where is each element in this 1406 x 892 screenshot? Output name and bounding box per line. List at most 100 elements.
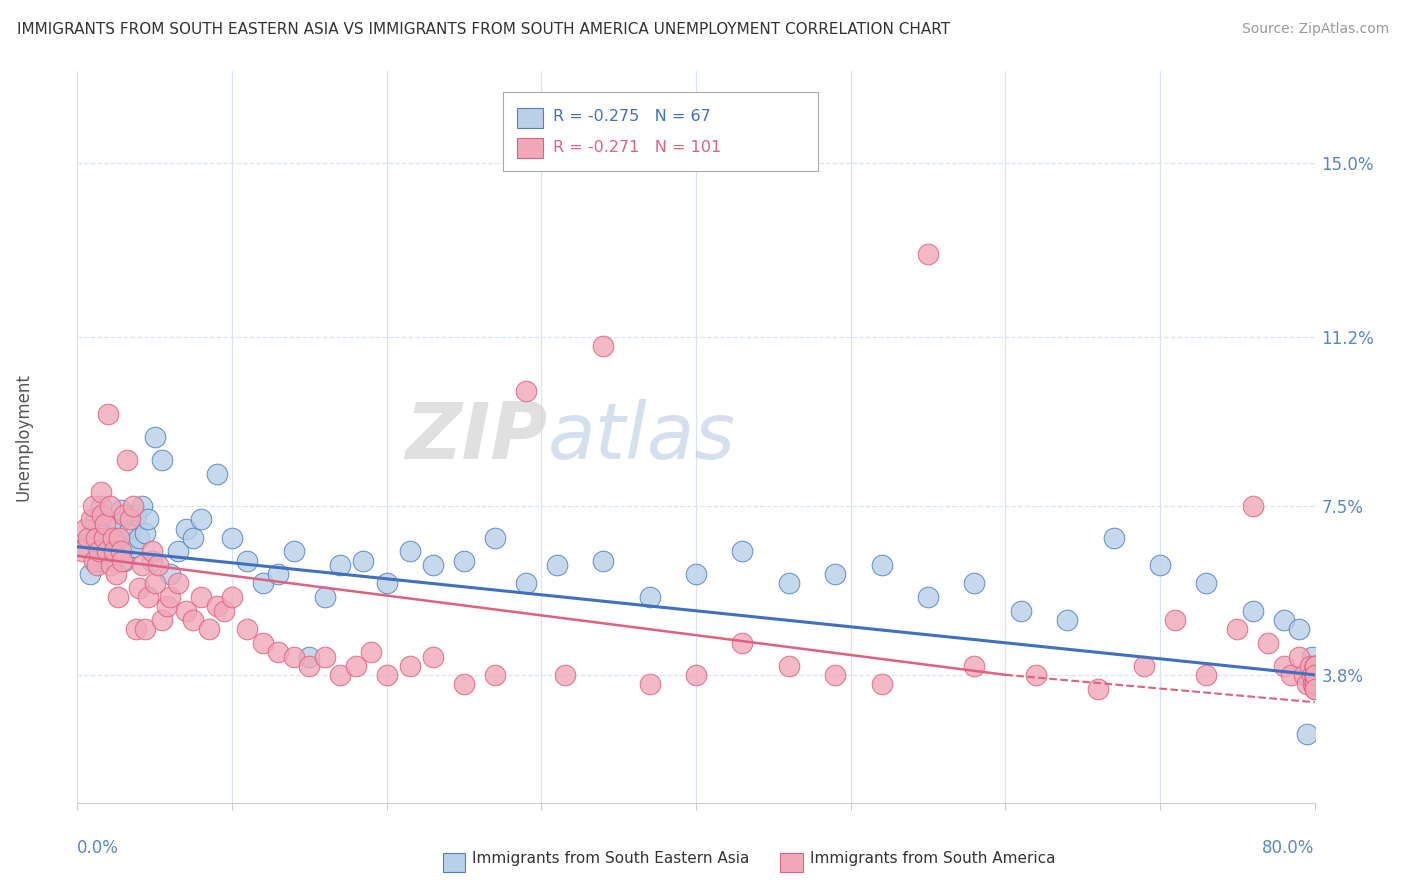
Point bbox=[94, 521, 117, 535]
Point bbox=[131, 499, 153, 513]
Point bbox=[167, 544, 190, 558]
Point bbox=[1149, 558, 1171, 573]
Point bbox=[453, 553, 475, 567]
Point bbox=[399, 544, 422, 558]
Point bbox=[134, 622, 156, 636]
Point bbox=[105, 526, 128, 541]
Point bbox=[87, 544, 110, 558]
Point bbox=[1303, 681, 1326, 696]
Point bbox=[778, 576, 800, 591]
Point bbox=[638, 677, 661, 691]
Point bbox=[94, 516, 117, 531]
Point bbox=[917, 247, 939, 261]
Point bbox=[484, 531, 506, 545]
Point bbox=[221, 531, 243, 545]
Point bbox=[731, 544, 754, 558]
Point bbox=[554, 667, 576, 681]
Point bbox=[167, 576, 190, 591]
Point bbox=[1303, 667, 1326, 681]
Point bbox=[138, 512, 160, 526]
Point bbox=[70, 544, 93, 558]
Point bbox=[1299, 658, 1322, 673]
Point bbox=[963, 576, 986, 591]
Point bbox=[515, 384, 537, 399]
Point bbox=[91, 508, 114, 522]
Point bbox=[115, 535, 138, 549]
Point bbox=[87, 544, 110, 558]
Point bbox=[198, 622, 221, 636]
Point bbox=[592, 338, 614, 352]
Point bbox=[110, 503, 132, 517]
Text: 80.0%: 80.0% bbox=[1263, 839, 1315, 857]
Point bbox=[375, 576, 398, 591]
Point bbox=[329, 667, 352, 681]
Point bbox=[453, 677, 475, 691]
Point bbox=[101, 512, 124, 526]
Point bbox=[824, 667, 846, 681]
Point bbox=[1303, 677, 1326, 691]
Point bbox=[298, 649, 321, 664]
Point bbox=[90, 485, 112, 500]
Text: Source: ZipAtlas.com: Source: ZipAtlas.com bbox=[1241, 22, 1389, 37]
Point bbox=[110, 544, 132, 558]
Point bbox=[1296, 727, 1319, 741]
Point bbox=[77, 531, 100, 545]
Point bbox=[1303, 658, 1326, 673]
Text: R = -0.271   N = 101: R = -0.271 N = 101 bbox=[553, 140, 721, 154]
Point bbox=[1303, 658, 1326, 673]
Point bbox=[1302, 677, 1324, 691]
Point bbox=[422, 558, 444, 573]
Point bbox=[353, 553, 375, 567]
Point bbox=[731, 636, 754, 650]
Point bbox=[143, 576, 166, 591]
Point bbox=[143, 430, 166, 444]
Point bbox=[252, 636, 274, 650]
Point bbox=[103, 544, 125, 558]
Point bbox=[314, 590, 336, 604]
Point bbox=[1272, 613, 1295, 627]
Point bbox=[118, 521, 141, 535]
Point bbox=[108, 531, 131, 545]
Point bbox=[1296, 677, 1319, 691]
Point bbox=[93, 531, 115, 545]
Point bbox=[174, 521, 197, 535]
Point bbox=[1288, 649, 1310, 664]
Point bbox=[107, 516, 129, 531]
Point bbox=[1301, 649, 1323, 664]
Text: ZIP: ZIP bbox=[405, 399, 547, 475]
Point bbox=[111, 553, 134, 567]
Point bbox=[1288, 622, 1310, 636]
Point bbox=[329, 558, 352, 573]
Point bbox=[152, 613, 174, 627]
Point bbox=[267, 567, 290, 582]
Point bbox=[1303, 667, 1326, 681]
Point bbox=[824, 567, 846, 582]
Point bbox=[183, 613, 205, 627]
Text: Unemployment: Unemployment bbox=[14, 373, 32, 501]
Point bbox=[1272, 658, 1295, 673]
Point bbox=[1303, 677, 1326, 691]
Point bbox=[399, 658, 422, 673]
Point bbox=[1303, 658, 1326, 673]
Point bbox=[122, 540, 145, 554]
Point bbox=[80, 512, 103, 526]
Point bbox=[115, 453, 138, 467]
Point bbox=[314, 649, 336, 664]
Point bbox=[83, 553, 105, 567]
Point bbox=[125, 622, 148, 636]
Point bbox=[214, 604, 236, 618]
Point bbox=[138, 590, 160, 604]
Point bbox=[205, 599, 228, 614]
Point bbox=[146, 558, 169, 573]
Point bbox=[90, 499, 112, 513]
Point bbox=[1303, 677, 1326, 691]
Point bbox=[1303, 658, 1326, 673]
Point bbox=[1281, 667, 1303, 681]
Point bbox=[375, 667, 398, 681]
Point bbox=[1292, 667, 1315, 681]
Point bbox=[870, 558, 893, 573]
Point bbox=[122, 499, 145, 513]
Point bbox=[1195, 576, 1218, 591]
Point bbox=[125, 508, 148, 522]
Point bbox=[963, 658, 986, 673]
